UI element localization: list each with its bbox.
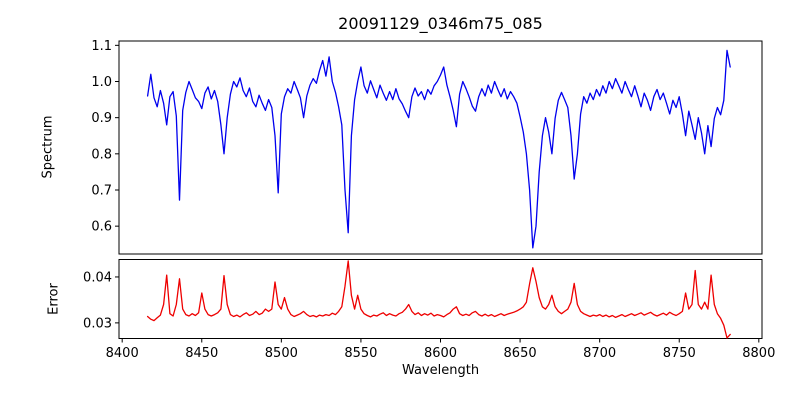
spectrum-y-tick-label: 0.9	[91, 111, 112, 126]
spectrum-y-tick-label: 1.0	[91, 75, 112, 90]
x-tick-label: 8400	[106, 346, 139, 361]
x-tick-label: 8500	[265, 346, 298, 361]
spectrum-y-tick-label: 1.1	[91, 39, 112, 54]
spectrum-y-tick-label: 0.6	[91, 220, 112, 235]
error-y-tick-label: 0.03	[83, 316, 112, 331]
x-tick-label: 8650	[504, 346, 537, 361]
spectrum-axes-box	[118, 40, 763, 255]
spectrum-y-tick-label: 0.7	[91, 183, 112, 198]
x-tick-label: 8550	[344, 346, 377, 361]
error-y-tick-label: 0.04	[83, 270, 112, 285]
chart-title: 20091129_0346m75_085	[338, 14, 543, 33]
x-tick-label: 8450	[185, 346, 218, 361]
x-tick-label: 8600	[424, 346, 457, 361]
x-tick-label: 8700	[583, 346, 616, 361]
x-tick-label: 8750	[663, 346, 696, 361]
wavelength-x-axis-label: Wavelength	[401, 363, 480, 378]
spectrum-y-tick-label: 0.8	[91, 147, 112, 162]
error-axes-box	[118, 259, 763, 339]
spectrum-line	[146, 49, 731, 249]
error-line	[146, 260, 731, 339]
x-tick-label: 8800	[742, 346, 775, 361]
